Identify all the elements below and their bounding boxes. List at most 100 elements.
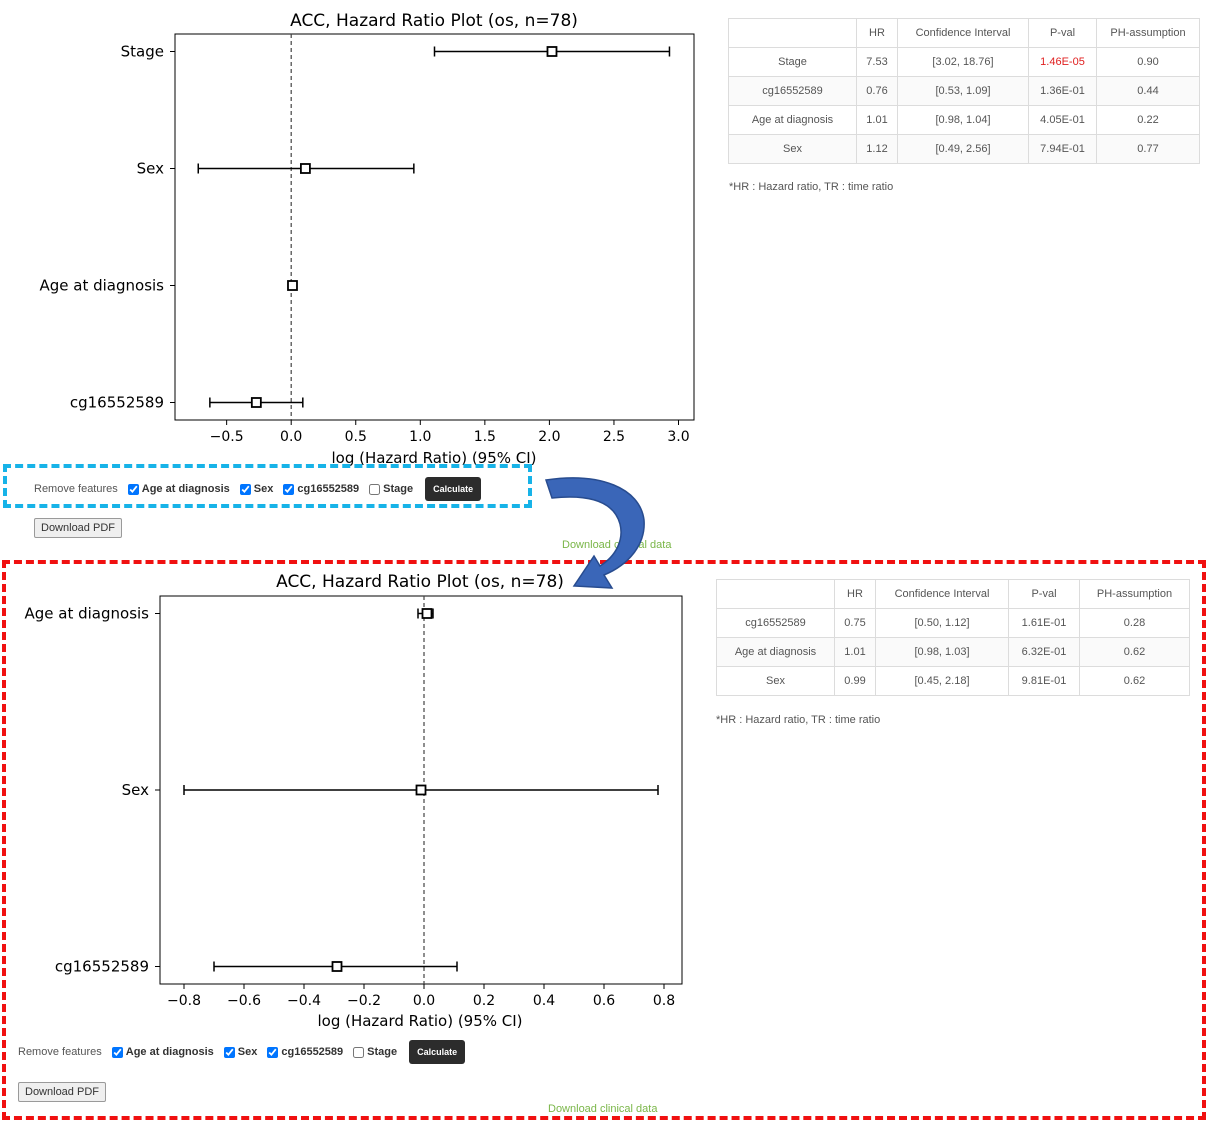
header-ph: PH-assumption xyxy=(1096,18,1200,48)
point-estimate-marker xyxy=(250,397,262,408)
checkbox-input[interactable] xyxy=(127,483,139,495)
checkbox-input[interactable] xyxy=(267,1046,279,1058)
checkbox-label: Age at diagnosis xyxy=(125,1046,214,1058)
row-ci: [0.98, 1.03] xyxy=(875,637,1009,667)
y-tick-label: Age at diagnosis xyxy=(39,277,164,295)
header-name xyxy=(728,18,857,48)
calculate-button[interactable]: Calculate xyxy=(425,477,482,501)
checkbox-label: Age at diagnosis xyxy=(141,483,230,495)
checkbox-label: Sex xyxy=(237,1046,258,1058)
point-estimate-marker xyxy=(546,46,558,57)
y-tick-label: Stage xyxy=(121,43,164,61)
checkbox-label: cg16552589 xyxy=(281,1046,344,1058)
x-tick-label: −0.4 xyxy=(287,993,321,1009)
top-hazard-ratio-plot: ACC, Hazard Ratio Plot (os, n=78) −0.5 0.… xyxy=(39,11,695,467)
checkbox-label: Sex xyxy=(253,483,274,495)
highlight-box-red xyxy=(2,560,1206,1120)
checkbox-input[interactable] xyxy=(369,483,381,495)
plot-title: ACC, Hazard Ratio Plot (os, n=78) xyxy=(290,11,578,31)
table-header-row: HR Confidence Interval P-val PH-assumpti… xyxy=(728,18,1200,48)
x-tick-label: 3.0 xyxy=(667,429,689,445)
header-ci: Confidence Interval xyxy=(897,18,1029,48)
feature-checkbox-age[interactable]: Age at diagnosis xyxy=(111,1046,214,1058)
row-ph: 0.62 xyxy=(1079,637,1190,667)
row-name: Sex xyxy=(716,666,835,696)
x-tick-label: 2.5 xyxy=(603,429,625,445)
checkbox-input[interactable] xyxy=(239,483,251,495)
point-estimate-marker xyxy=(331,961,343,972)
row-pval: 4.05E-01 xyxy=(1028,105,1097,135)
row-ph: 0.28 xyxy=(1079,608,1190,638)
x-tick-label: 0.0 xyxy=(280,429,302,445)
x-tick-label: −0.8 xyxy=(167,993,201,1009)
table-row: Sex 0.99 [0.45, 2.18] 9.81E-01 0.62 xyxy=(716,666,1190,696)
calculate-button[interactable]: Calculate xyxy=(409,1040,466,1064)
checkbox-input[interactable] xyxy=(111,1046,123,1058)
feature-checkbox-age[interactable]: Age at diagnosis xyxy=(127,483,230,495)
x-axis-label: log (Hazard Ratio) (95% CI) xyxy=(331,449,536,467)
checkbox-input[interactable] xyxy=(223,1046,235,1058)
x-tick-label: 1.0 xyxy=(409,429,431,445)
row-ph: 0.90 xyxy=(1096,47,1200,77)
row-hr: 1.12 xyxy=(856,134,898,164)
x-tick-label: 0.2 xyxy=(473,993,495,1009)
checkbox-input[interactable] xyxy=(353,1046,365,1058)
feature-checkbox-stage[interactable]: Stage xyxy=(369,483,413,495)
remove-features-label: Remove features xyxy=(18,1046,102,1058)
x-tick-label: 1.5 xyxy=(474,429,496,445)
row-hr: 0.99 xyxy=(834,666,876,696)
feature-checkbox-stage[interactable]: Stage xyxy=(353,1046,397,1058)
feature-checkbox-sex[interactable]: Sex xyxy=(239,483,274,495)
table-footnote: *HR : Hazard ratio, TR : time ratio xyxy=(729,181,894,193)
row-ph: 0.22 xyxy=(1096,105,1200,135)
feature-checkbox-cg16552589[interactable]: cg16552589 xyxy=(283,483,359,495)
top-results-table: HR Confidence Interval P-val PH-assumpti… xyxy=(728,18,1200,164)
y-tick-label: Sex xyxy=(137,160,164,178)
y-tick-label: cg16552589 xyxy=(70,394,164,412)
download-clinical-data-link[interactable]: Download clinical data xyxy=(548,1103,658,1115)
table-row: Age at diagnosis 1.01 [0.98, 1.04] 4.05E… xyxy=(728,105,1200,135)
row-name: cg16552589 xyxy=(716,608,835,638)
bottom-feature-controls: Remove features Age at diagnosis Sex cg1… xyxy=(18,1040,466,1064)
table-header-row: HR Confidence Interval P-val PH-assumpti… xyxy=(716,579,1190,609)
x-axis-label: log (Hazard Ratio) (95% CI) xyxy=(317,1012,522,1030)
row-pval: 7.94E-01 xyxy=(1028,134,1097,164)
row-pval: 1.46E-05 xyxy=(1028,47,1097,77)
top-feature-controls: Remove features Age at diagnosis Sex cg1… xyxy=(34,477,482,501)
header-name xyxy=(716,579,835,609)
table-row: Stage 7.53 [3.02, 18.76] 1.46E-05 0.90 xyxy=(728,47,1200,77)
row-hr: 7.53 xyxy=(856,47,898,77)
row-ci: [0.45, 2.18] xyxy=(875,666,1009,696)
x-tick-label: −0.5 xyxy=(210,429,244,445)
x-tick-label: 0.8 xyxy=(653,993,675,1009)
highlight-box-blue xyxy=(3,464,532,508)
feature-checkbox-sex[interactable]: Sex xyxy=(223,1046,258,1058)
y-tick-label: Age at diagnosis xyxy=(24,605,149,623)
row-name: Sex xyxy=(728,134,857,164)
feature-checkbox-cg16552589[interactable]: cg16552589 xyxy=(267,1046,343,1058)
table-row: Age at diagnosis 1.01 [0.98, 1.03] 6.32E… xyxy=(716,637,1190,667)
download-pdf-button[interactable]: Download PDF xyxy=(34,518,122,538)
row-ph: 0.62 xyxy=(1079,666,1190,696)
y-tick-label: cg16552589 xyxy=(55,958,149,976)
download-pdf-button[interactable]: Download PDF xyxy=(18,1082,106,1102)
checkbox-label: cg16552589 xyxy=(297,483,360,495)
header-pval: P-val xyxy=(1028,18,1097,48)
checkbox-label: Stage xyxy=(383,483,414,495)
x-tick-label: −0.6 xyxy=(227,993,261,1009)
row-ci: [3.02, 18.76] xyxy=(897,47,1029,77)
table-footnote: *HR : Hazard ratio, TR : time ratio xyxy=(716,714,881,726)
point-estimate-marker xyxy=(415,784,427,796)
row-ph: 0.77 xyxy=(1096,134,1200,164)
table-row: cg16552589 0.76 [0.53, 1.09] 1.36E-01 0.… xyxy=(728,76,1200,106)
row-hr: 0.76 xyxy=(856,76,898,106)
checkbox-input[interactable] xyxy=(283,483,295,495)
header-ci: Confidence Interval xyxy=(875,579,1009,609)
y-tick-label: Sex xyxy=(122,781,149,799)
bottom-hazard-ratio-plot: ACC, Hazard Ratio Plot (os, n=78) −0.8 −0… xyxy=(24,572,683,1030)
row-pval: 6.32E-01 xyxy=(1008,637,1080,667)
row-ci: [0.49, 2.56] xyxy=(897,134,1029,164)
x-tick-label: 0.6 xyxy=(593,993,615,1009)
point-estimate-marker xyxy=(287,280,298,291)
x-tick-label: 0.5 xyxy=(345,429,367,445)
